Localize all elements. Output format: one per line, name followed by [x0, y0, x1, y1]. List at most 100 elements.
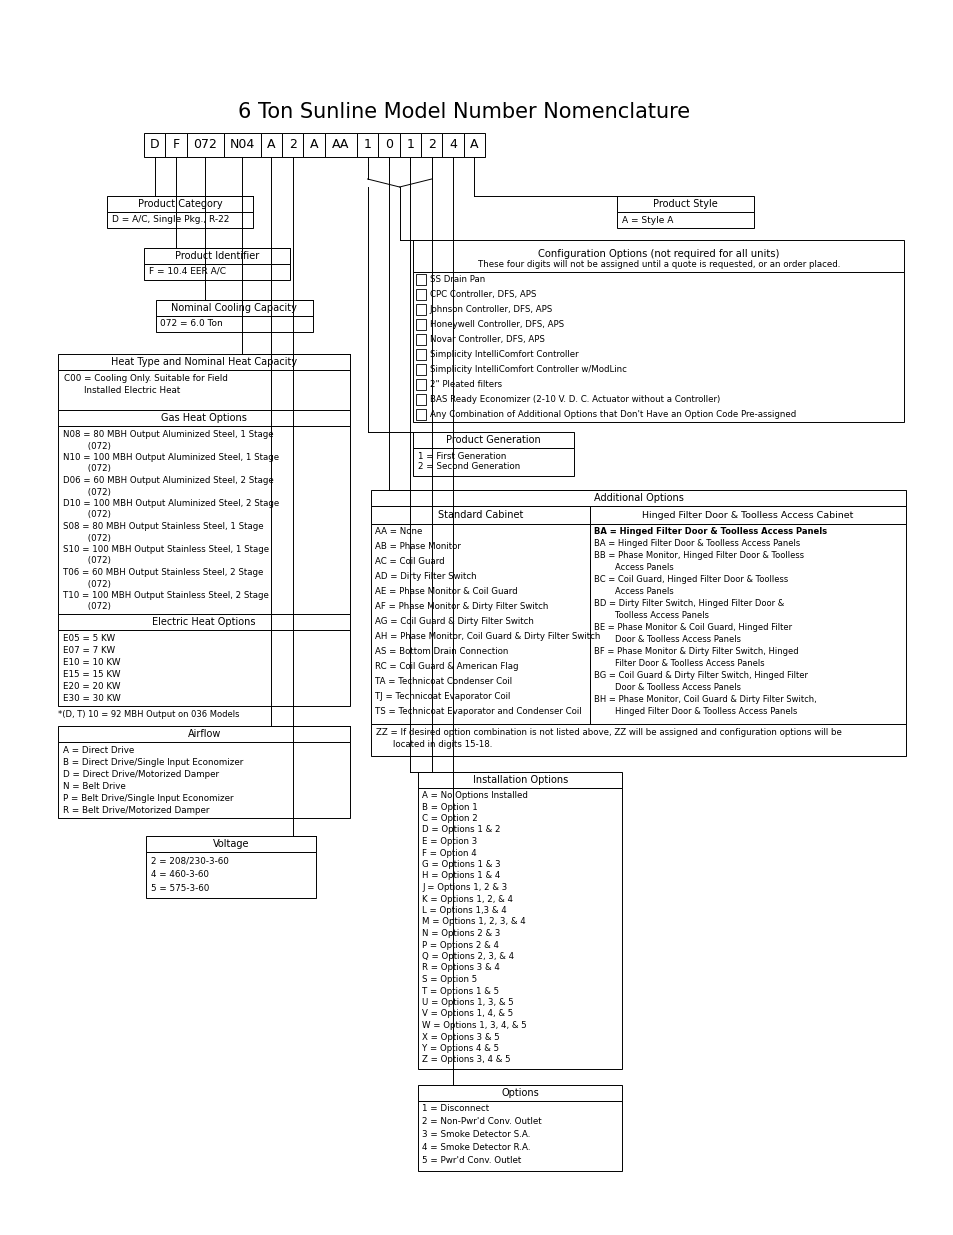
Bar: [590, 524, 905, 724]
Bar: [155, 316, 313, 332]
Bar: [58, 742, 350, 818]
Text: These four digits will not be assigned until a quote is requested, or an order p: These four digits will not be assigned u…: [477, 261, 839, 269]
Text: Nominal Cooling Capacity: Nominal Cooling Capacity: [172, 303, 297, 312]
Text: E10 = 10 KW: E10 = 10 KW: [63, 658, 121, 667]
Text: H = Options 1 & 4: H = Options 1 & 4: [421, 872, 499, 881]
Bar: [165, 133, 187, 157]
Text: Y = Options 4 & 5: Y = Options 4 & 5: [421, 1044, 498, 1053]
Text: located in digits 15-18.: located in digits 15-18.: [393, 740, 492, 748]
Text: J = Options 1, 2 & 3: J = Options 1, 2 & 3: [421, 883, 507, 892]
Text: AC = Coil Guard: AC = Coil Guard: [375, 557, 444, 566]
Text: 1: 1: [406, 138, 414, 152]
Text: T = Options 1 & 5: T = Options 1 & 5: [421, 987, 498, 995]
Text: A = Direct Drive: A = Direct Drive: [63, 746, 134, 755]
Text: A = No Options Installed: A = No Options Installed: [421, 790, 527, 800]
Text: AH = Phase Monitor, Coil Guard & Dirty Filter Switch: AH = Phase Monitor, Coil Guard & Dirty F…: [375, 632, 600, 641]
Text: Standard Cabinet: Standard Cabinet: [437, 510, 523, 520]
Text: BA = Hinged Filter Door & Toolless Access Panels: BA = Hinged Filter Door & Toolless Acces…: [594, 538, 800, 548]
Bar: [58, 630, 350, 706]
Text: BAS Ready Economizer (2-10 V. D. C. Actuator without a Controller): BAS Ready Economizer (2-10 V. D. C. Actu…: [429, 395, 720, 404]
Text: Installed Electric Heat: Installed Electric Heat: [84, 387, 180, 395]
Bar: [58, 410, 350, 426]
Bar: [420, 133, 442, 157]
Text: AE = Phase Monitor & Coil Guard: AE = Phase Monitor & Coil Guard: [375, 587, 517, 597]
Text: Johnson Controller, DFS, APS: Johnson Controller, DFS, APS: [429, 305, 553, 314]
Text: BF = Phase Monitor & Dirty Filter Switch, Hinged: BF = Phase Monitor & Dirty Filter Switch…: [594, 647, 798, 656]
Text: V = Options 1, 4, & 5: V = Options 1, 4, & 5: [421, 1009, 513, 1019]
Text: 1: 1: [363, 138, 371, 152]
Text: D06 = 60 MBH Output Aluminized Steel, 2 Stage: D06 = 60 MBH Output Aluminized Steel, 2 …: [63, 475, 274, 485]
Text: N08 = 80 MBH Output Aluminized Steel, 1 Stage: N08 = 80 MBH Output Aluminized Steel, 1 …: [63, 430, 274, 438]
Text: W = Options 1, 3, 4, & 5: W = Options 1, 3, 4, & 5: [421, 1021, 526, 1030]
Text: BB = Phase Monitor, Hinged Filter Door & Toolless: BB = Phase Monitor, Hinged Filter Door &…: [594, 551, 803, 559]
Text: Product Style: Product Style: [653, 199, 717, 209]
Text: AA: AA: [332, 138, 349, 152]
Text: 2: 2: [427, 138, 436, 152]
Text: 072: 072: [193, 138, 217, 152]
Text: C = Option 2: C = Option 2: [421, 814, 477, 823]
Text: (072): (072): [63, 441, 111, 451]
Bar: [399, 133, 420, 157]
Bar: [155, 300, 313, 316]
Text: Product Identifier: Product Identifier: [174, 251, 258, 261]
Text: N04: N04: [230, 138, 254, 152]
Text: X = Options 3 & 5: X = Options 3 & 5: [421, 1032, 499, 1041]
Text: Toolless Access Panels: Toolless Access Panels: [594, 611, 708, 620]
Text: Voltage: Voltage: [213, 839, 249, 848]
Text: TJ = Technicoat Evaporator Coil: TJ = Technicoat Evaporator Coil: [375, 692, 510, 701]
Text: F = Option 4: F = Option 4: [421, 848, 476, 857]
Text: Installation Options: Installation Options: [472, 776, 567, 785]
Text: S08 = 80 MBH Output Stainless Steel, 1 Stage: S08 = 80 MBH Output Stainless Steel, 1 S…: [63, 522, 264, 531]
Bar: [617, 196, 753, 212]
Text: E = Option 3: E = Option 3: [421, 837, 476, 846]
Bar: [260, 133, 282, 157]
Text: (072): (072): [63, 488, 111, 496]
Bar: [442, 133, 463, 157]
Bar: [413, 272, 903, 422]
Text: Access Panels: Access Panels: [594, 587, 673, 597]
Text: 5 = 575-3-60: 5 = 575-3-60: [151, 884, 209, 893]
Text: Any Combination of Additional Options that Don't Have an Option Code Pre-assigne: Any Combination of Additional Options th…: [429, 410, 795, 419]
Text: S10 = 100 MBH Output Stainless Steel, 1 Stage: S10 = 100 MBH Output Stainless Steel, 1 …: [63, 545, 269, 555]
Text: 5 = Pwr'd Conv. Outlet: 5 = Pwr'd Conv. Outlet: [421, 1156, 520, 1165]
Text: A = Style A: A = Style A: [621, 216, 673, 225]
Text: AD = Dirty Filter Switch: AD = Dirty Filter Switch: [375, 572, 476, 580]
Bar: [417, 1100, 621, 1171]
Bar: [416, 274, 425, 285]
Text: BD = Dirty Filter Switch, Hinged Filter Door &: BD = Dirty Filter Switch, Hinged Filter …: [594, 599, 783, 608]
Bar: [413, 240, 903, 272]
Text: BE = Phase Monitor & Coil Guard, Hinged Filter: BE = Phase Monitor & Coil Guard, Hinged …: [594, 622, 791, 632]
Bar: [371, 524, 590, 724]
Bar: [416, 289, 425, 300]
Text: G = Options 1 & 3: G = Options 1 & 3: [421, 860, 500, 869]
Text: T10 = 100 MBH Output Stainless Steel, 2 Stage: T10 = 100 MBH Output Stainless Steel, 2 …: [63, 592, 269, 600]
Text: AS = Bottom Drain Connection: AS = Bottom Drain Connection: [375, 647, 508, 656]
Text: 1 = Disconnect: 1 = Disconnect: [421, 1104, 489, 1113]
Bar: [223, 133, 260, 157]
Text: N = Belt Drive: N = Belt Drive: [63, 782, 126, 790]
Bar: [371, 724, 905, 756]
Text: Electric Heat Options: Electric Heat Options: [152, 618, 255, 627]
Text: 3 = Smoke Detector S.A.: 3 = Smoke Detector S.A.: [421, 1130, 530, 1139]
Text: Honeywell Controller, DFS, APS: Honeywell Controller, DFS, APS: [429, 320, 563, 329]
Text: (072): (072): [63, 510, 111, 520]
Bar: [146, 836, 315, 852]
Text: A: A: [267, 138, 275, 152]
Text: U = Options 1, 3, & 5: U = Options 1, 3, & 5: [421, 998, 513, 1007]
Bar: [58, 726, 350, 742]
Text: N10 = 100 MBH Output Aluminized Steel, 1 Stage: N10 = 100 MBH Output Aluminized Steel, 1…: [63, 453, 279, 462]
Text: Novar Controller, DFS, APS: Novar Controller, DFS, APS: [429, 335, 544, 345]
Text: 4 = Smoke Detector R.A.: 4 = Smoke Detector R.A.: [421, 1144, 530, 1152]
Text: AA = None: AA = None: [375, 527, 422, 536]
Text: (072): (072): [63, 534, 111, 542]
Bar: [417, 788, 621, 1070]
Text: L = Options 1,3 & 4: L = Options 1,3 & 4: [421, 906, 506, 915]
Bar: [417, 772, 621, 788]
Bar: [416, 333, 425, 345]
Bar: [463, 133, 485, 157]
Text: D = Direct Drive/Motorized Damper: D = Direct Drive/Motorized Damper: [63, 769, 219, 779]
Bar: [413, 448, 573, 475]
Bar: [146, 852, 315, 898]
Text: 1 = First Generation: 1 = First Generation: [417, 452, 506, 461]
Text: E07 = 7 KW: E07 = 7 KW: [63, 646, 115, 655]
